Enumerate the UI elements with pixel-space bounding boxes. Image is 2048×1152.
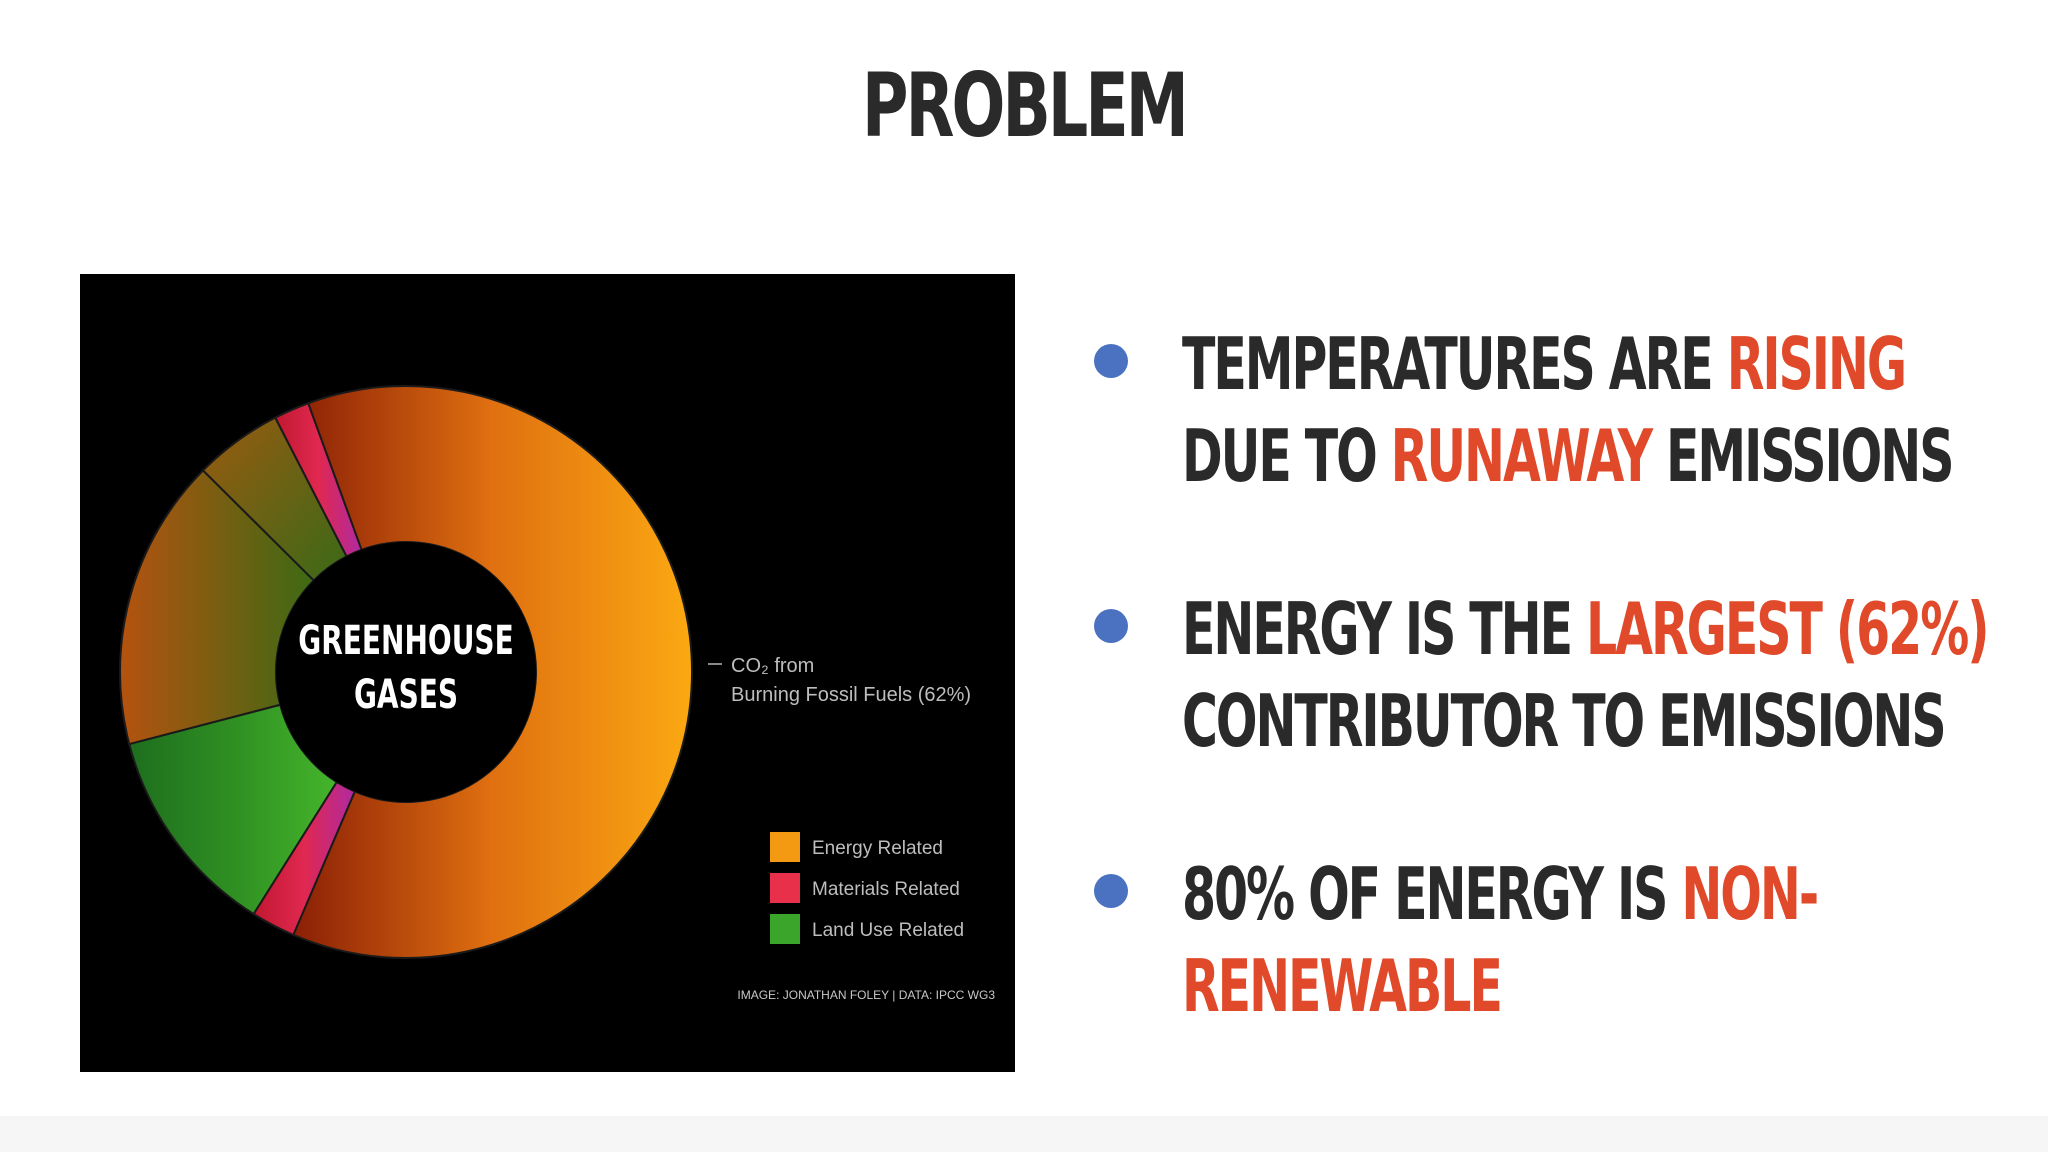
credit-text: IMAGE: JONATHAN FOLEY | DATA: IPCC WG3 xyxy=(737,988,995,1002)
bullet-line: TEMPERATURES ARE RISING xyxy=(1182,318,1964,410)
bullet-text: 80% OF ENERGY IS NON- RENEWABLE xyxy=(1182,848,1964,1032)
bottom-strip xyxy=(0,1116,2048,1152)
legend-swatch xyxy=(770,914,800,944)
legend-label: Materials Related xyxy=(812,879,960,900)
highlight-text: NON- xyxy=(1681,852,1819,936)
donut-hole xyxy=(276,542,536,802)
center-label: GREENHOUSE xyxy=(298,618,513,664)
legend-label: Land Use Related xyxy=(812,920,964,941)
bullet-text: ENERGY IS THE LARGEST (62%) CONTRIBUTOR … xyxy=(1182,583,1990,767)
bullet-line: ENERGY IS THE LARGEST (62%) xyxy=(1182,583,1990,675)
highlight-text: RISING xyxy=(1726,322,1907,406)
bullet-segment: ENERGY IS THE xyxy=(1182,587,1587,671)
center-label: GASES xyxy=(354,672,458,718)
highlight-text: LARGEST (62%) xyxy=(1586,587,1990,671)
legend-swatch xyxy=(770,873,800,903)
bullet-segment: CONTRIBUTOR TO EMISSIONS xyxy=(1182,679,1947,763)
legend-swatch xyxy=(770,832,800,862)
slide-title: PROBLEM xyxy=(862,54,1189,157)
bullet-line: RENEWABLE xyxy=(1182,940,1964,1032)
annotation-text: CO₂ from xyxy=(731,655,814,677)
bullet-segment: TEMPERATURES ARE xyxy=(1182,322,1727,406)
annotation-text: Burning Fossil Fuels (62%) xyxy=(731,684,971,706)
donut-chart: GREENHOUSE GASES CO₂ from Burning Fossil Fu… xyxy=(119,385,995,1002)
highlight-text: RENEWABLE xyxy=(1182,944,1503,1028)
bullet-line: 80% OF ENERGY IS NON- xyxy=(1182,848,1964,940)
bullet-segment: EMISSIONS xyxy=(1650,414,1954,498)
bullet-line: CONTRIBUTOR TO EMISSIONS xyxy=(1182,675,1964,767)
bullet-segment: DUE TO xyxy=(1182,414,1391,498)
bullet-segment: 80% OF ENERGY IS xyxy=(1182,852,1682,936)
bullet-dot-icon xyxy=(1094,874,1128,908)
highlight-text: RUNAWAY xyxy=(1390,414,1653,498)
bullet-line: DUE TO RUNAWAY EMISSIONS xyxy=(1182,410,1964,502)
bullet-dot-icon xyxy=(1094,609,1128,643)
bullet-text: TEMPERATURES ARE RISING DUE TO RUNAWAY E… xyxy=(1182,318,1964,502)
bullet-dot-icon xyxy=(1094,344,1128,378)
chart-panel: GREENHOUSE GASES CO₂ from Burning Fossil Fu… xyxy=(80,274,1015,1072)
legend-label: Energy Related xyxy=(812,838,943,859)
